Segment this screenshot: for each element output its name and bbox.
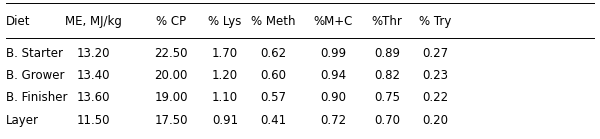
Text: 0.82: 0.82 <box>374 69 400 82</box>
Text: 1.20: 1.20 <box>212 69 238 82</box>
Text: B. Starter: B. Starter <box>6 47 63 60</box>
Text: ME, MJ/kg: ME, MJ/kg <box>65 15 121 28</box>
Text: 0.75: 0.75 <box>374 91 400 105</box>
Text: 0.57: 0.57 <box>260 91 286 105</box>
Text: 13.20: 13.20 <box>76 47 110 60</box>
Text: 11.50: 11.50 <box>76 114 110 127</box>
Text: 0.22: 0.22 <box>422 91 448 105</box>
Text: 0.90: 0.90 <box>320 91 346 105</box>
Text: 0.20: 0.20 <box>422 114 448 127</box>
Text: 0.89: 0.89 <box>374 47 400 60</box>
Text: 0.70: 0.70 <box>374 114 400 127</box>
Text: Diet: Diet <box>6 15 31 28</box>
Text: %Thr: %Thr <box>371 15 403 28</box>
Text: 20.00: 20.00 <box>154 69 188 82</box>
Text: 17.50: 17.50 <box>154 114 188 127</box>
Text: % Meth: % Meth <box>251 15 295 28</box>
Text: Layer: Layer <box>6 114 39 127</box>
Text: 13.40: 13.40 <box>76 69 110 82</box>
Text: 0.72: 0.72 <box>320 114 346 127</box>
Text: 19.00: 19.00 <box>154 91 188 105</box>
Text: 0.27: 0.27 <box>422 47 448 60</box>
Text: 13.60: 13.60 <box>76 91 110 105</box>
Text: B. Finisher: B. Finisher <box>6 91 67 105</box>
Text: % CP: % CP <box>156 15 186 28</box>
Text: 22.50: 22.50 <box>154 47 188 60</box>
Text: 0.91: 0.91 <box>212 114 238 127</box>
Text: 1.10: 1.10 <box>212 91 238 105</box>
Text: B. Grower: B. Grower <box>6 69 65 82</box>
Text: 0.62: 0.62 <box>260 47 286 60</box>
Text: % Try: % Try <box>419 15 451 28</box>
Text: % Lys: % Lys <box>208 15 242 28</box>
Text: 0.41: 0.41 <box>260 114 286 127</box>
Text: %M+C: %M+C <box>313 15 353 28</box>
Text: 0.23: 0.23 <box>422 69 448 82</box>
Text: 0.94: 0.94 <box>320 69 346 82</box>
Text: 1.70: 1.70 <box>212 47 238 60</box>
Text: 0.99: 0.99 <box>320 47 346 60</box>
Text: 0.60: 0.60 <box>260 69 286 82</box>
